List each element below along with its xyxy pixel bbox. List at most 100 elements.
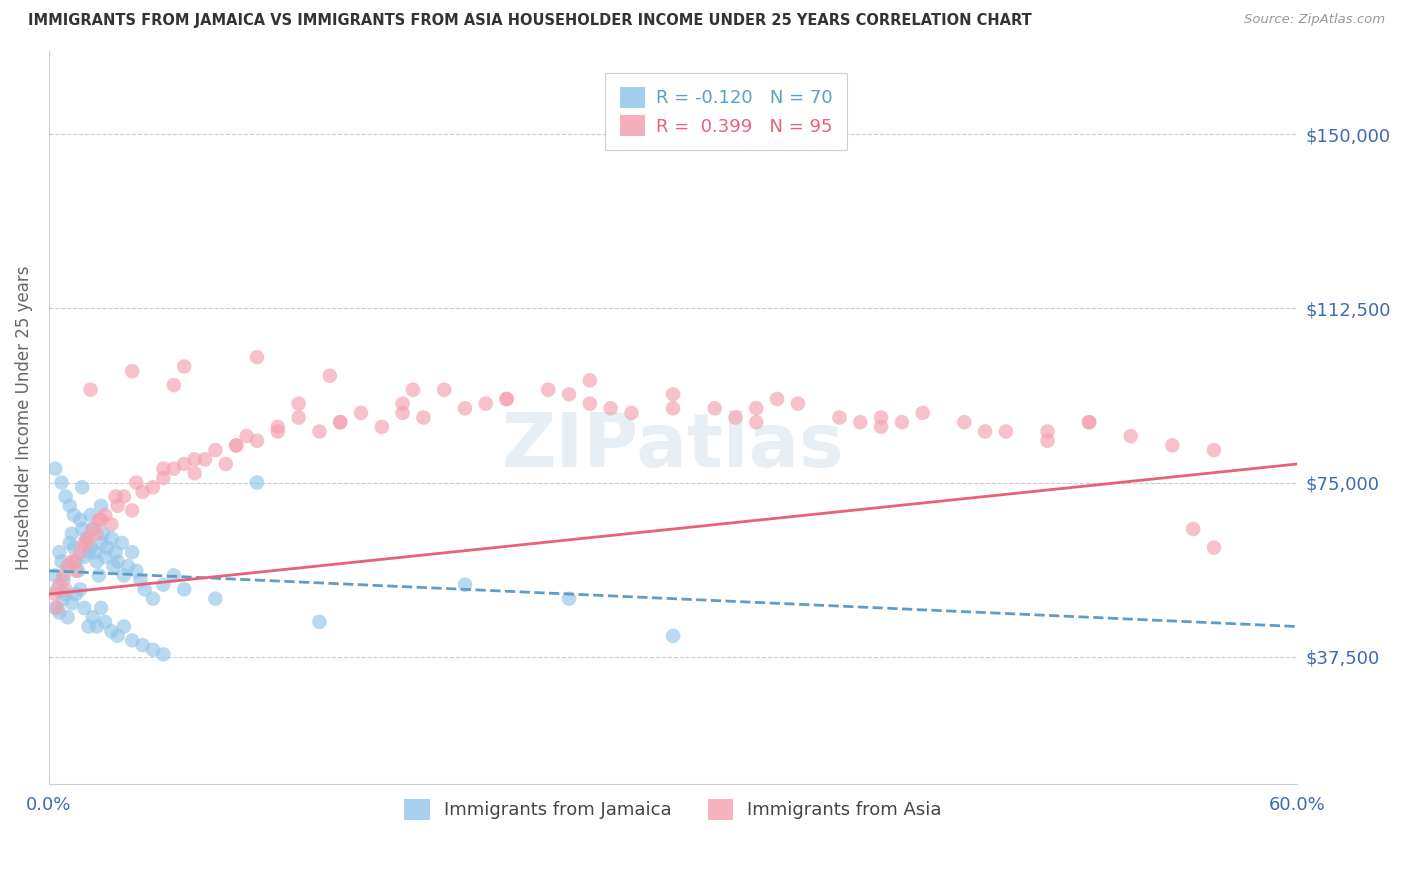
Point <box>56 610 79 624</box>
Point <box>173 359 195 374</box>
Point <box>662 629 685 643</box>
Point <box>287 410 309 425</box>
Point <box>82 610 104 624</box>
Point <box>60 596 83 610</box>
Point <box>1119 429 1142 443</box>
Point <box>703 401 725 416</box>
Point <box>46 601 69 615</box>
Point <box>86 619 108 633</box>
Point <box>579 396 602 410</box>
Point <box>48 578 70 592</box>
Point <box>662 401 685 416</box>
Point <box>974 425 997 439</box>
Point <box>112 490 135 504</box>
Point <box>183 467 205 481</box>
Point <box>73 549 96 564</box>
Point <box>100 624 122 639</box>
Text: Source: ZipAtlas.com: Source: ZipAtlas.com <box>1244 13 1385 27</box>
Point <box>129 573 152 587</box>
Point <box>107 629 129 643</box>
Point <box>72 522 94 536</box>
Point <box>86 526 108 541</box>
Point <box>537 383 560 397</box>
Point <box>134 582 156 597</box>
Point <box>953 415 976 429</box>
Point <box>44 601 66 615</box>
Point <box>79 508 101 522</box>
Point <box>142 591 165 606</box>
Point <box>121 503 143 517</box>
Point <box>63 541 86 555</box>
Point <box>308 425 330 439</box>
Point <box>475 396 498 410</box>
Point <box>870 410 893 425</box>
Point <box>329 415 352 429</box>
Point <box>48 545 70 559</box>
Point <box>107 499 129 513</box>
Point <box>152 461 174 475</box>
Point <box>100 517 122 532</box>
Point <box>412 410 434 425</box>
Point <box>766 392 789 406</box>
Point <box>152 648 174 662</box>
Point <box>77 531 100 545</box>
Point <box>246 475 269 490</box>
Point <box>86 555 108 569</box>
Point <box>79 541 101 555</box>
Point <box>69 513 91 527</box>
Point <box>77 619 100 633</box>
Point <box>121 364 143 378</box>
Point <box>59 536 82 550</box>
Point <box>225 438 247 452</box>
Point <box>56 559 79 574</box>
Point <box>60 555 83 569</box>
Point <box>121 633 143 648</box>
Point <box>107 555 129 569</box>
Point <box>112 568 135 582</box>
Point <box>235 429 257 443</box>
Point <box>194 452 217 467</box>
Point <box>1078 415 1101 429</box>
Point <box>94 508 117 522</box>
Point <box>287 396 309 410</box>
Point <box>65 587 87 601</box>
Y-axis label: Householder Income Under 25 years: Householder Income Under 25 years <box>15 265 32 570</box>
Text: ZIPatlas: ZIPatlas <box>502 410 845 483</box>
Point <box>173 582 195 597</box>
Point <box>579 373 602 387</box>
Point <box>246 350 269 364</box>
Point <box>72 480 94 494</box>
Point <box>131 638 153 652</box>
Point <box>100 531 122 545</box>
Point <box>75 536 97 550</box>
Point <box>1036 425 1059 439</box>
Point <box>319 368 342 383</box>
Point <box>51 475 73 490</box>
Point <box>82 522 104 536</box>
Point <box>83 545 105 559</box>
Point <box>163 461 186 475</box>
Point <box>745 415 768 429</box>
Point <box>724 410 747 425</box>
Point <box>63 508 86 522</box>
Point <box>433 383 456 397</box>
Point <box>350 406 373 420</box>
Point <box>48 606 70 620</box>
Point <box>131 484 153 499</box>
Point <box>94 549 117 564</box>
Point <box>267 425 290 439</box>
Point <box>90 601 112 615</box>
Point <box>371 420 394 434</box>
Point <box>65 555 87 569</box>
Point <box>125 564 148 578</box>
Point <box>402 383 425 397</box>
Point <box>849 415 872 429</box>
Point <box>55 587 77 601</box>
Legend: Immigrants from Jamaica, Immigrants from Asia: Immigrants from Jamaica, Immigrants from… <box>396 791 949 827</box>
Point <box>495 392 517 406</box>
Point <box>329 415 352 429</box>
Point <box>391 396 413 410</box>
Point <box>104 545 127 559</box>
Point <box>94 615 117 629</box>
Point <box>215 457 238 471</box>
